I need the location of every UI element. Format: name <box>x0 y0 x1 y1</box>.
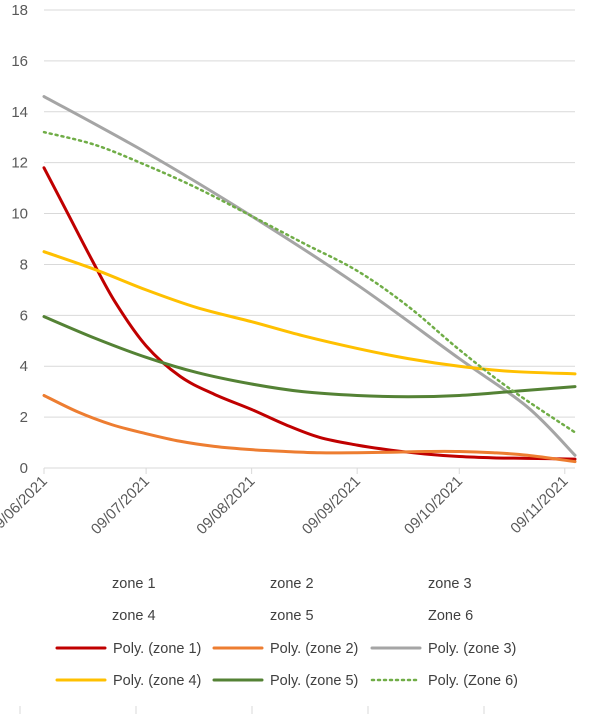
gridlines <box>44 9 575 469</box>
series-lines <box>42 95 577 464</box>
y-tick-label: 18 <box>11 2 28 19</box>
legend-entry-plain: Zone 6 <box>428 608 473 624</box>
y-tick-label: 10 <box>11 206 28 223</box>
y-tick-label: 16 <box>11 53 28 70</box>
legend-entry-series: Poly. (zone 1) <box>113 641 201 657</box>
legend-entry-series: Poly. (Zone 6) <box>428 673 518 689</box>
x-tick-label: 09/09/2021 <box>299 473 364 538</box>
legend-entry-series: Poly. (zone 2) <box>270 641 358 657</box>
legend-entry-plain: zone 3 <box>428 576 472 592</box>
legend-entry-series: Poly. (zone 4) <box>113 673 201 689</box>
y-tick-label: 0 <box>20 460 28 477</box>
legend-entry-plain: zone 2 <box>270 576 314 592</box>
x-tick-label: 09/08/2021 <box>193 473 258 538</box>
series-line-3 <box>42 95 577 457</box>
x-axis: 09/06/2021 09/07/2021 09/08/2021 09/09/2021… <box>0 467 575 538</box>
series-line-2 <box>42 393 577 464</box>
y-tick-label: 14 <box>11 104 28 121</box>
series-line-5 <box>42 315 577 399</box>
x-tick-label: 09/06/2021 <box>0 473 51 538</box>
y-tick-label: 12 <box>11 155 28 172</box>
series-line-4 <box>42 250 577 376</box>
x-tick-label: 09/07/2021 <box>88 473 153 538</box>
series-line-6 <box>42 130 577 434</box>
y-axis: 0 2 4 6 8 10 12 14 16 18 <box>11 2 28 477</box>
legend-entry-series: Poly. (zone 5) <box>270 673 358 689</box>
legend-entry-plain: zone 1 <box>112 576 156 592</box>
x-tick-label: 09/11/2021 <box>507 473 571 537</box>
y-tick-label: 4 <box>20 358 28 375</box>
y-tick-label: 8 <box>20 256 28 273</box>
legend-entry-plain: zone 5 <box>270 608 314 624</box>
legend-entry-plain: zone 4 <box>112 608 156 624</box>
legend: zone 1 zone 2 zone 3 zone 4 zone 5 Zone 6 Poly… <box>19 576 518 714</box>
series-line-1 <box>42 166 577 461</box>
y-tick-label: 6 <box>20 307 28 324</box>
x-tick-label: 09/10/2021 <box>401 473 466 538</box>
legend-entry-series: Poly. (zone 3) <box>428 641 516 657</box>
y-tick-label: 2 <box>20 409 28 426</box>
